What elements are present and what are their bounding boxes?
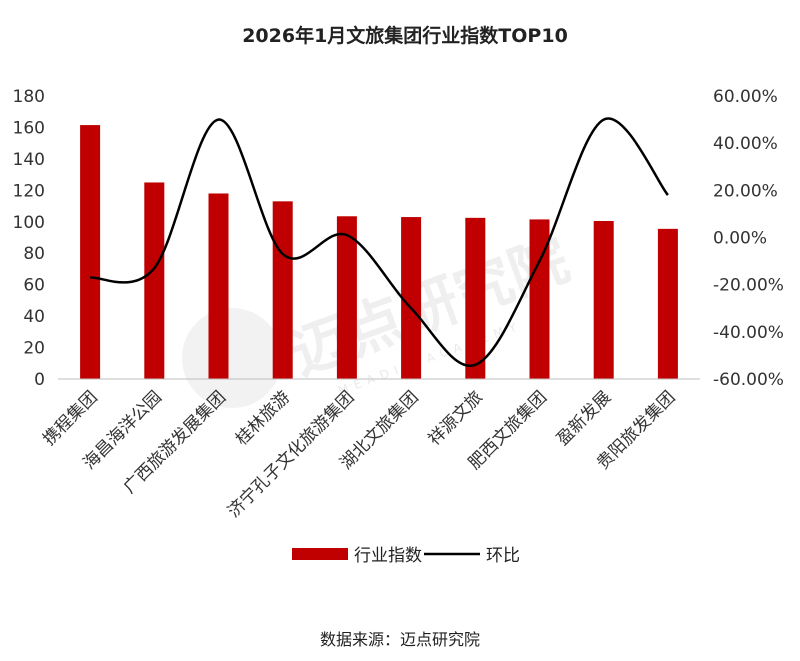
watermark: 迈点研究院 MEADIN ACADEMY <box>182 225 577 408</box>
category-label: 祥源文旅 <box>425 387 487 449</box>
bar-8 <box>593 220 614 379</box>
right-tick-label: 40.00% <box>713 134 778 154</box>
bar-3 <box>272 201 293 379</box>
bar-9 <box>657 228 678 379</box>
left-tick-label: 80 <box>23 244 45 264</box>
legend-bar-swatch <box>292 548 348 560</box>
right-tick-label: 0.00% <box>713 229 767 249</box>
category-label: 携程集团 <box>39 387 101 449</box>
right-axis: -60.00% -40.00% -20.00% 0.00% 20.00% 40.00% 60… <box>713 87 784 390</box>
left-tick-label: 120 <box>13 181 45 201</box>
bar-5 <box>401 217 422 379</box>
change-line <box>89 117 669 368</box>
legend-line-label: 环比 <box>486 546 520 566</box>
right-tick-label: 20.00% <box>713 181 778 201</box>
left-tick-label: 180 <box>13 87 45 107</box>
bar-2 <box>208 193 229 379</box>
watermark-logo-icon <box>182 308 282 408</box>
left-tick-label: 140 <box>13 150 45 170</box>
legend-bar-label: 行业指数 <box>354 546 422 566</box>
legend: 行业指数 环比 <box>292 546 520 566</box>
left-axis: 0 20 40 60 80 100 120 140 160 180 <box>13 87 45 390</box>
left-tick-label: 100 <box>13 213 45 233</box>
category-label: 济宁孔子文化旅游集团 <box>224 387 358 521</box>
left-tick-label: 0 <box>34 370 45 390</box>
bar-4 <box>336 216 357 379</box>
bar-1 <box>144 182 165 379</box>
bar-6 <box>465 217 486 379</box>
source-note: 数据来源：迈点研究院 <box>320 630 480 649</box>
left-tick-label: 20 <box>23 339 45 359</box>
right-tick-label: -20.00% <box>713 276 784 296</box>
bar-series <box>80 125 678 379</box>
bar-0 <box>80 125 101 379</box>
left-tick-label: 60 <box>23 276 45 296</box>
left-tick-label: 40 <box>23 307 45 327</box>
bar-7 <box>529 219 550 379</box>
category-label: 盈新发展 <box>553 387 615 449</box>
chart-title: 2026年1月文旅集团行业指数TOP10 <box>242 24 568 47</box>
left-tick-label: 160 <box>13 118 45 138</box>
right-tick-label: 60.00% <box>713 87 778 107</box>
right-tick-label: -60.00% <box>713 370 784 390</box>
right-tick-label: -40.00% <box>713 323 784 343</box>
